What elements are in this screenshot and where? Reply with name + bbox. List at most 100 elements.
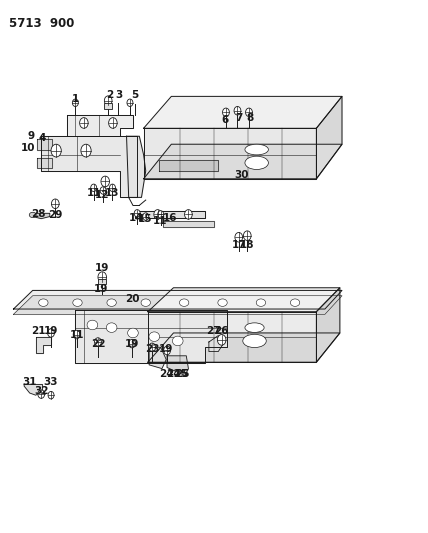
Circle shape [73, 330, 80, 339]
Text: 22: 22 [91, 338, 105, 349]
Circle shape [48, 391, 54, 399]
Ellipse shape [141, 299, 150, 306]
Ellipse shape [106, 323, 117, 333]
Text: 19: 19 [44, 326, 58, 336]
Text: 17: 17 [232, 240, 246, 250]
Text: 5713  900: 5713 900 [9, 17, 74, 30]
Polygon shape [37, 139, 52, 150]
Text: 11: 11 [86, 188, 101, 198]
Circle shape [72, 99, 78, 107]
Circle shape [127, 99, 133, 107]
Text: 29: 29 [48, 211, 62, 221]
Text: 2425: 2425 [159, 369, 188, 379]
Text: 32: 32 [34, 386, 48, 397]
Circle shape [223, 108, 229, 117]
Circle shape [129, 340, 136, 348]
Ellipse shape [39, 299, 48, 306]
Text: 25: 25 [175, 369, 189, 379]
Text: 30: 30 [235, 170, 249, 180]
Text: 18: 18 [240, 240, 255, 250]
Circle shape [244, 231, 251, 240]
Circle shape [158, 211, 163, 218]
Circle shape [95, 338, 101, 346]
Polygon shape [41, 136, 137, 197]
Polygon shape [148, 288, 340, 312]
Circle shape [81, 144, 91, 157]
Ellipse shape [243, 334, 266, 348]
Text: 21: 21 [31, 326, 45, 336]
Circle shape [48, 329, 54, 337]
Ellipse shape [218, 299, 227, 306]
Text: 12: 12 [95, 190, 110, 200]
Polygon shape [144, 128, 316, 179]
Circle shape [154, 209, 161, 219]
Polygon shape [148, 312, 316, 362]
Polygon shape [148, 333, 340, 362]
Ellipse shape [179, 299, 189, 306]
Polygon shape [24, 384, 42, 395]
Text: 23: 23 [145, 344, 159, 354]
Text: 19: 19 [95, 263, 110, 272]
Polygon shape [135, 211, 205, 217]
Ellipse shape [128, 328, 138, 338]
Bar [98, 279, 106, 284]
Text: 2: 2 [106, 90, 113, 100]
Ellipse shape [107, 299, 116, 306]
Text: 9: 9 [28, 131, 35, 141]
Polygon shape [127, 136, 146, 197]
Circle shape [134, 209, 140, 217]
Circle shape [234, 107, 241, 115]
Text: 11: 11 [152, 216, 167, 226]
Bar [104, 103, 112, 109]
Text: 3: 3 [116, 90, 123, 100]
Polygon shape [75, 310, 227, 364]
Text: 19: 19 [159, 344, 173, 354]
Polygon shape [37, 158, 52, 168]
Ellipse shape [172, 336, 183, 346]
Text: 8: 8 [247, 113, 254, 123]
Text: 28: 28 [31, 209, 45, 220]
Text: 31: 31 [22, 377, 37, 387]
Ellipse shape [73, 299, 82, 306]
Text: 10: 10 [21, 143, 36, 154]
Text: 20: 20 [125, 294, 140, 304]
Polygon shape [163, 221, 214, 227]
Text: 24: 24 [166, 369, 181, 379]
Circle shape [149, 343, 155, 352]
Polygon shape [36, 337, 51, 353]
Circle shape [38, 390, 45, 398]
Ellipse shape [245, 144, 268, 155]
Ellipse shape [256, 299, 266, 306]
Text: 7: 7 [235, 113, 242, 123]
Circle shape [246, 108, 253, 117]
Text: 14: 14 [129, 213, 144, 223]
Text: 5: 5 [131, 90, 139, 100]
Text: 11: 11 [69, 329, 84, 340]
Ellipse shape [149, 332, 160, 342]
Circle shape [163, 346, 170, 355]
Circle shape [110, 184, 116, 191]
Polygon shape [144, 144, 342, 179]
Circle shape [101, 176, 110, 187]
Ellipse shape [29, 212, 36, 217]
Circle shape [51, 144, 61, 157]
Text: 16: 16 [163, 213, 178, 223]
Text: 19: 19 [125, 338, 139, 349]
Polygon shape [14, 290, 342, 309]
Polygon shape [316, 96, 342, 179]
Text: 6: 6 [221, 115, 228, 125]
Polygon shape [144, 96, 342, 128]
Circle shape [143, 213, 149, 220]
Ellipse shape [245, 323, 264, 333]
Polygon shape [149, 348, 166, 368]
Ellipse shape [245, 156, 268, 169]
Text: 27: 27 [206, 326, 220, 336]
Circle shape [184, 209, 192, 219]
Circle shape [91, 184, 97, 191]
Circle shape [51, 199, 59, 208]
Text: 4: 4 [39, 133, 46, 143]
Text: 13: 13 [104, 188, 119, 198]
Text: 15: 15 [138, 214, 152, 224]
Circle shape [80, 118, 88, 128]
Ellipse shape [290, 299, 300, 306]
